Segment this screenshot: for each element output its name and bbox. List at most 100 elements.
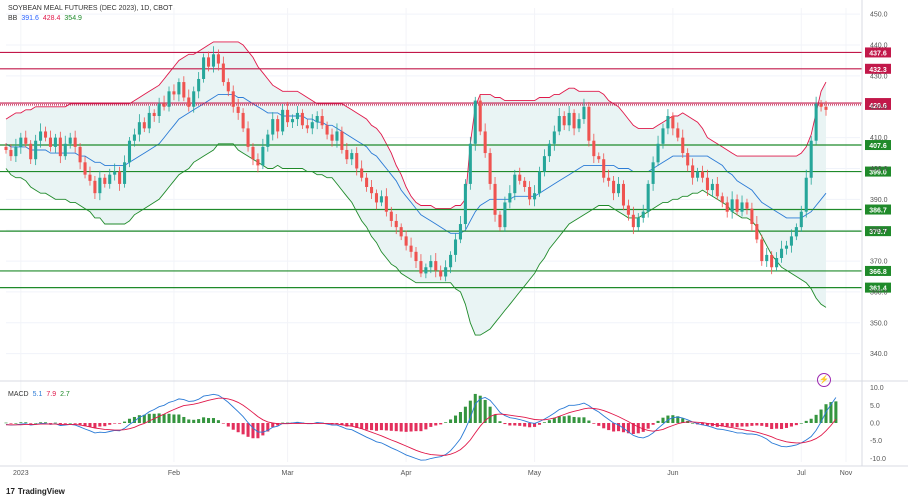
candle-body [567, 112, 571, 126]
date-tick-label: Mar [282, 470, 295, 477]
price-tick-label: 390.0 [870, 197, 888, 204]
candle-body [261, 146, 265, 166]
macd-histogram-bar [780, 423, 784, 430]
candle-body [394, 220, 398, 228]
candle-body [537, 171, 542, 194]
macd-histogram-bar [78, 423, 82, 425]
candle-body [715, 183, 719, 197]
macd-histogram-bar [147, 413, 151, 423]
candle-body [231, 91, 235, 107]
price-tick-label: 420.0 [870, 104, 888, 111]
candle-body [335, 131, 339, 141]
level-label-379.7: 379.7 [869, 229, 887, 236]
level-tag-366.8 [865, 265, 891, 276]
candle-body [202, 57, 206, 79]
candle-body [281, 109, 285, 132]
candle-body [315, 116, 319, 123]
candle-body [794, 227, 798, 237]
candle-body [48, 137, 52, 147]
candle-body [88, 174, 92, 181]
candle-body [286, 109, 290, 123]
macd-histogram-bar [829, 402, 833, 423]
symbol-title: SOYBEAN MEAL FUTURES (DEC 2023), 1D, CBO… [8, 5, 173, 12]
histogram-value: 2.7 [60, 391, 70, 398]
candle-body [355, 153, 359, 169]
candle-body [197, 78, 201, 92]
macd-histogram-bar [518, 423, 522, 426]
macd-histogram-bar [582, 417, 586, 423]
candle-body [236, 106, 240, 113]
macd-histogram-bar [211, 418, 216, 423]
candle-body [63, 143, 67, 157]
candle-body [211, 54, 216, 67]
candle-body [725, 202, 729, 212]
macd-histogram-bar [266, 423, 270, 432]
candle-body [666, 116, 670, 129]
candle-body [172, 91, 176, 95]
macd-histogram-bar [286, 422, 290, 424]
macd-histogram-bar [251, 423, 255, 439]
macd-histogram-bar [39, 422, 43, 423]
macd-histogram-bar [216, 420, 220, 423]
macd-histogram-bar [498, 421, 502, 423]
macd-histogram-bar [824, 404, 828, 423]
candles [4, 46, 828, 282]
candle-body [503, 202, 507, 228]
candle-body [350, 153, 354, 160]
macd-histogram-bar [745, 423, 749, 427]
alert-bolt-icon[interactable]: ⚡ [817, 373, 831, 387]
candle-body [246, 128, 250, 147]
macd-histogram-bar [631, 423, 635, 434]
macd-histogram-bar [770, 423, 774, 430]
macd-histogram-bar [567, 415, 571, 423]
candle-body [251, 146, 255, 160]
macd-tick-label: 5.0 [870, 403, 880, 410]
candle-body [241, 112, 245, 129]
macd-histogram-bar [671, 415, 675, 423]
candle-body [340, 131, 344, 150]
candle-body [493, 183, 497, 215]
candle-body [58, 137, 62, 157]
candle-body [399, 227, 403, 237]
macd-histogram-bar [123, 421, 127, 423]
candle-body [320, 116, 324, 126]
macd-histogram-bar [577, 417, 581, 423]
level-tag-432.3 [865, 63, 891, 74]
candle-body [127, 140, 132, 163]
macd-histogram-bar [355, 423, 359, 428]
macd-histogram-bar [434, 423, 438, 426]
macd-histogram-bar [43, 422, 48, 423]
macd-histogram-bar [127, 418, 132, 423]
candle-body [784, 245, 789, 249]
macd-histogram-bar [419, 423, 423, 432]
macd-histogram-bar [24, 422, 28, 423]
macd-histogram-bar [360, 423, 364, 430]
price-tick-label: 380.0 [870, 228, 888, 235]
tradingview-mark-icon: 17 [6, 487, 15, 496]
macd-histogram-bar [68, 423, 72, 424]
macd-line [5, 393, 837, 461]
macd-histogram-bar [231, 423, 235, 430]
candle-body [626, 205, 630, 215]
bb-mid-value: 391.6 [21, 15, 39, 22]
macd-histogram-bar [814, 414, 818, 423]
candle-body [789, 236, 793, 246]
macd-histogram-bar [345, 423, 349, 427]
level-label-386.7: 386.7 [869, 208, 887, 215]
candle-body [325, 125, 329, 135]
macd-histogram-bar [172, 414, 176, 423]
candle-body [305, 125, 309, 129]
candle-body [592, 140, 596, 157]
macd-histogram-bar [19, 422, 23, 423]
candle-body [118, 171, 122, 184]
macd-histogram-bar [681, 418, 685, 423]
candle-body [676, 128, 680, 138]
candle-body [696, 171, 700, 178]
candle-body [29, 143, 33, 160]
macd-label: MACD [8, 391, 29, 398]
macd-histogram-bar [404, 423, 408, 432]
date-tick-label: Jun [667, 470, 678, 477]
candle-body [804, 177, 808, 212]
macd-histogram-bar [177, 414, 181, 423]
chart-title: SOYBEAN MEAL FUTURES (DEC 2023), 1D, CBO… [8, 5, 177, 12]
